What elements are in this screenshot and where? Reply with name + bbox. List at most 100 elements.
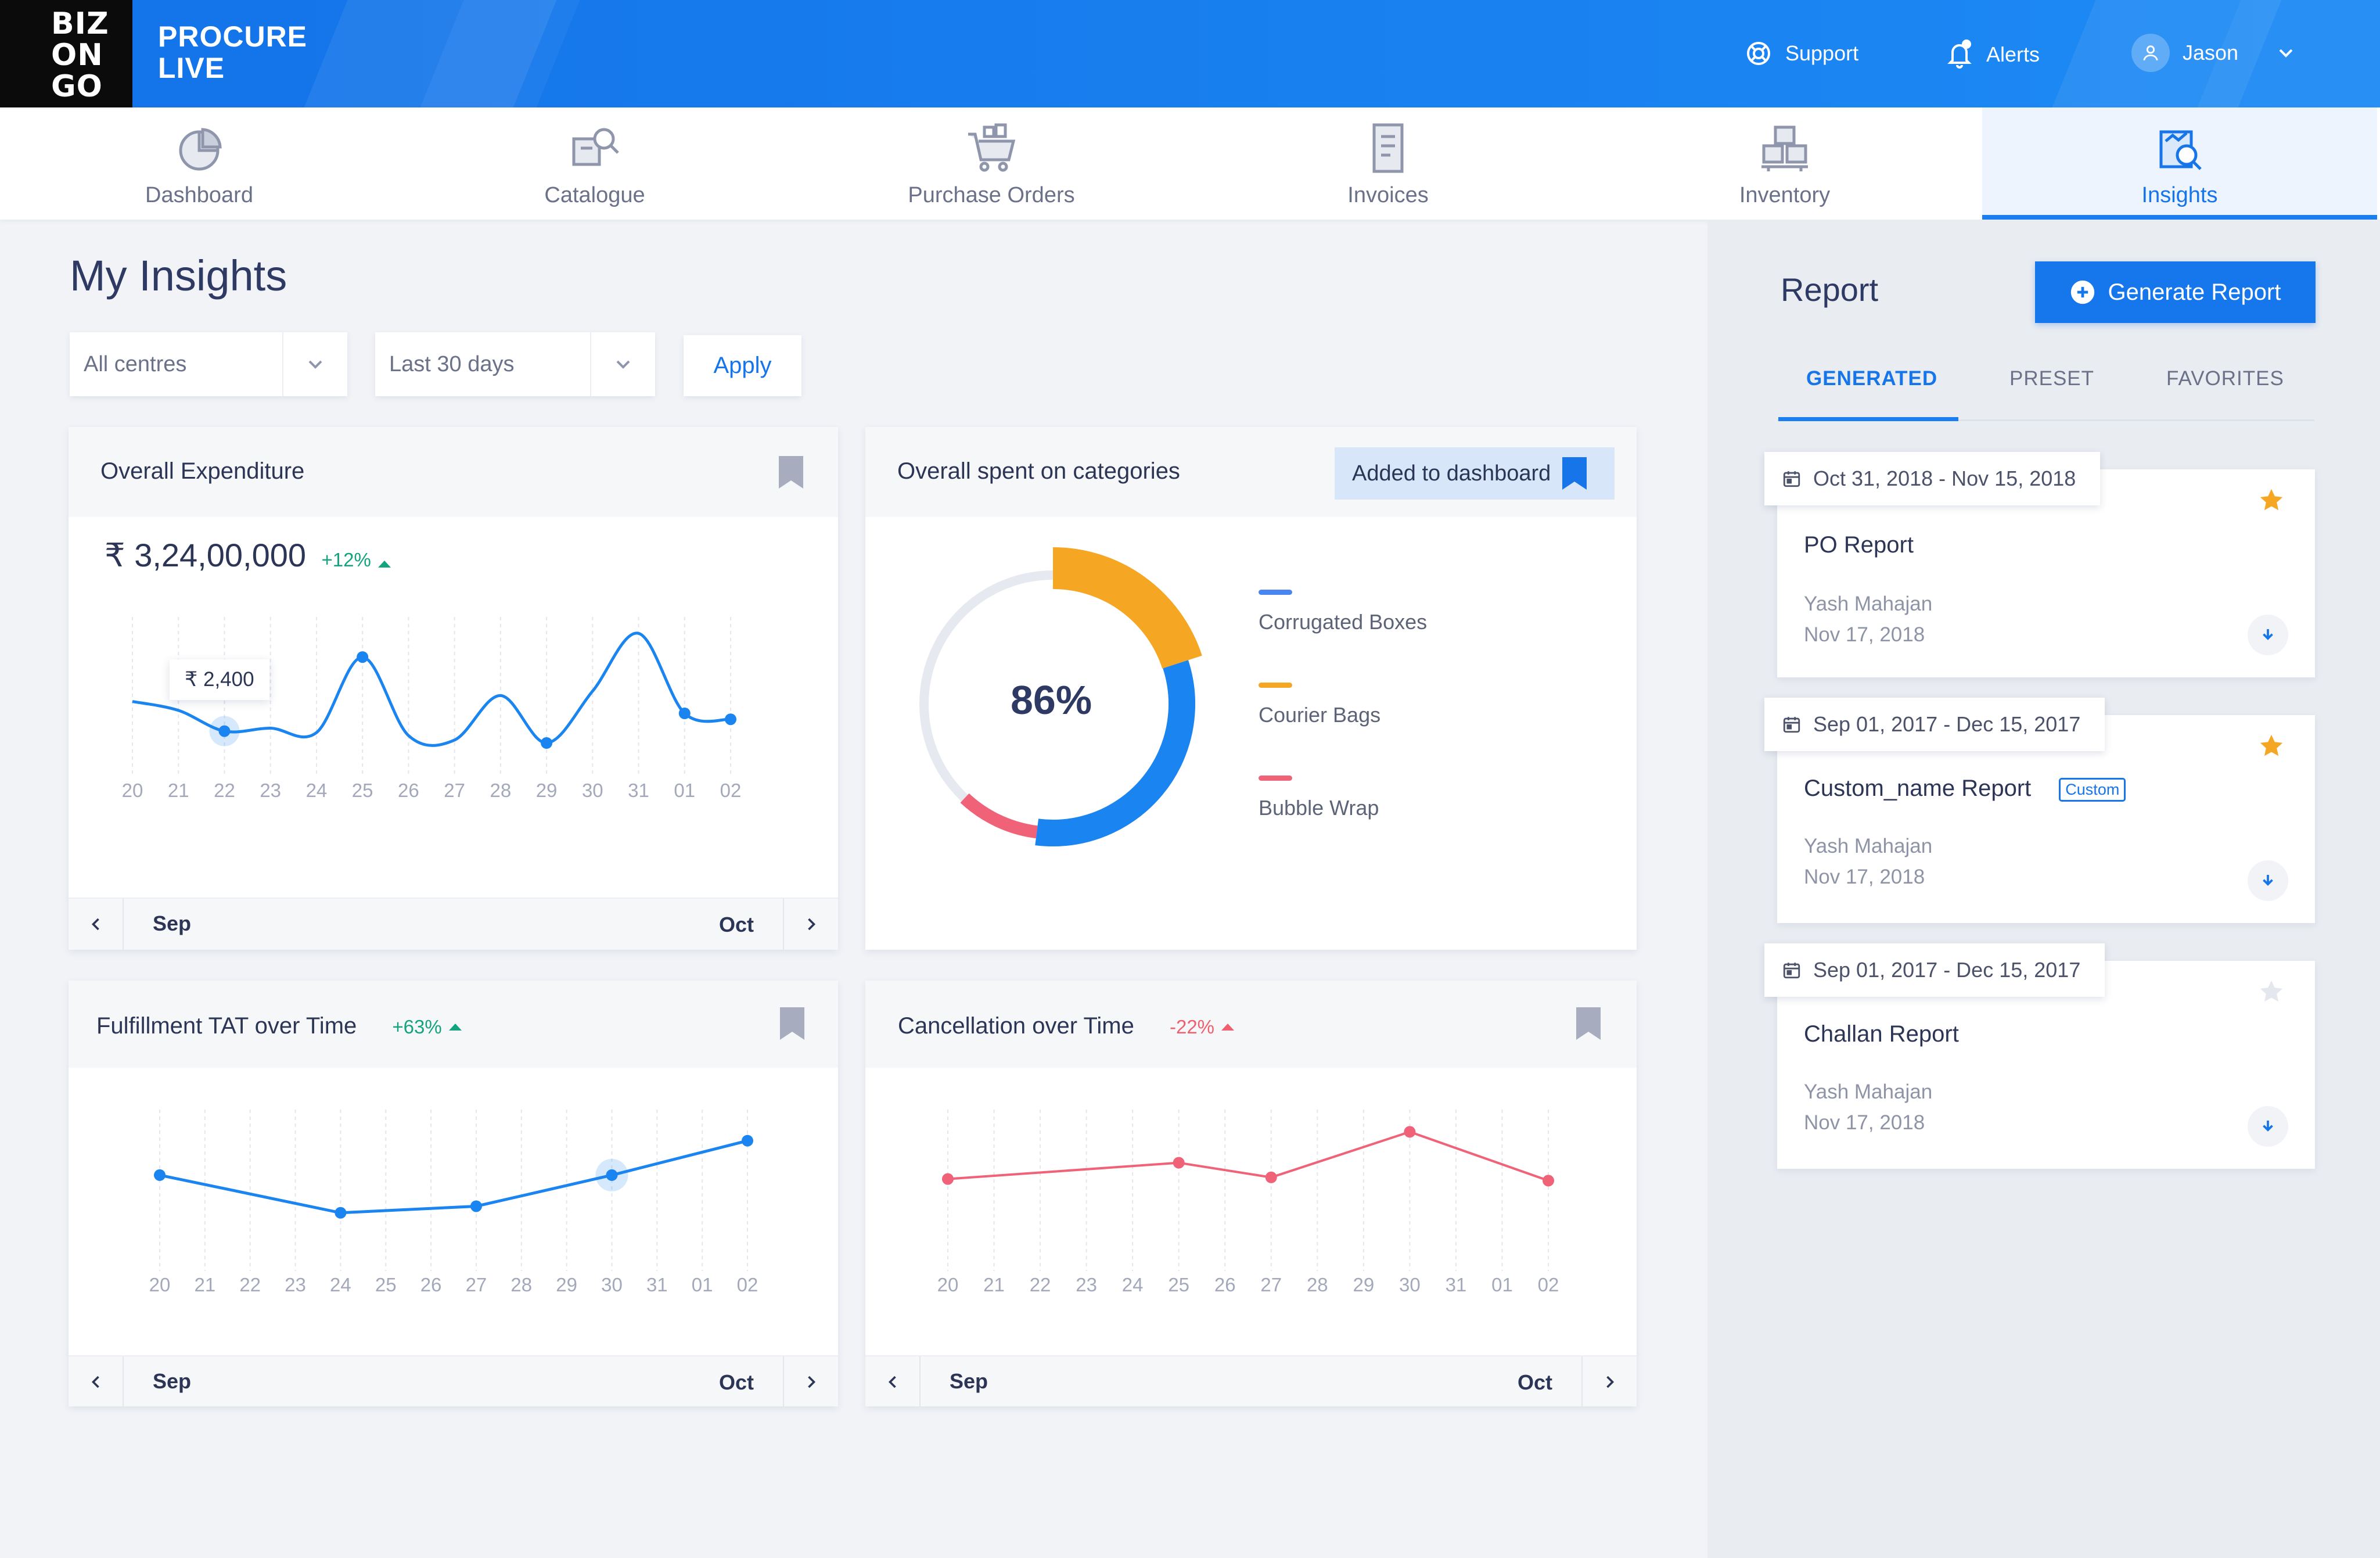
prev-button[interactable]	[69, 899, 124, 950]
tab-generated[interactable]: GENERATED	[1806, 367, 1938, 390]
bell-icon	[1947, 40, 1972, 69]
download-icon	[2263, 629, 2273, 640]
centre-select[interactable]: All centres	[70, 332, 347, 396]
data-point	[606, 1169, 618, 1181]
tick-label: 29	[556, 1274, 577, 1295]
card-footer: Sep Oct	[865, 1355, 1637, 1406]
alerts-link[interactable]: Alerts	[1946, 40, 2040, 70]
legend-swatch	[1259, 590, 1292, 595]
tick-label: 20	[149, 1274, 171, 1295]
brand-line: LIVE	[158, 52, 225, 84]
month-end: Oct	[1517, 1370, 1552, 1394]
report-card[interactable]: Sep 01, 2017 - Dec 15, 2017 Challan Repo…	[1764, 943, 2315, 1169]
chevron-left-icon	[91, 918, 99, 931]
tab-preset[interactable]: PRESET	[2009, 367, 2095, 390]
prev-button[interactable]	[865, 1356, 921, 1406]
report-author: Yash Mahajan	[1804, 835, 1933, 857]
data-point	[678, 708, 691, 719]
bookmark-icon[interactable]	[780, 1007, 804, 1040]
tick-label: 28	[1306, 1274, 1328, 1295]
added-to-dashboard-badge[interactable]: Added to dashboard	[1335, 447, 1615, 500]
tab-purchase-orders[interactable]: Purchase Orders	[794, 107, 1189, 220]
user-icon	[2143, 45, 2158, 61]
x-axis-labels: 20 21 22 23 24 25 26 27 28 29 30 31 01 02	[865, 1274, 1637, 1297]
x-axis-labels: 20 21 22 23 24 25 26 27 28 29 30 31 01 02	[69, 780, 838, 803]
data-point	[541, 737, 553, 749]
calendar-icon	[1783, 471, 1800, 487]
date-range-label: Oct 31, 2018 - Nov 15, 2018	[1813, 466, 2076, 490]
report-name: PO Report	[1804, 532, 1914, 558]
generate-report-button[interactable]: Generate Report	[2035, 261, 2316, 323]
card-footer: Sep Oct	[69, 898, 838, 950]
next-button[interactable]	[783, 899, 838, 950]
legend-label: Courier Bags	[1259, 703, 1381, 727]
data-point	[1265, 1171, 1277, 1183]
tick-label: 20	[121, 780, 143, 801]
download-icon	[2263, 1121, 2273, 1132]
main-navigation: Dashboard Catalogue Purchase Orders Invo…	[0, 107, 2380, 220]
bookmark-icon[interactable]	[779, 456, 803, 489]
report-created-date: Nov 17, 2018	[1804, 866, 1925, 888]
next-button[interactable]	[783, 1356, 838, 1406]
tick-label: 24	[330, 1274, 351, 1295]
star-outline-icon[interactable]	[2258, 978, 2285, 1005]
prev-button[interactable]	[69, 1356, 124, 1406]
invoice-icon	[1372, 123, 1404, 173]
series-line	[947, 1130, 1549, 1182]
report-created-date: Nov 17, 2018	[1804, 623, 1925, 646]
tick-label: 31	[628, 780, 649, 801]
calendar-icon	[1783, 717, 1800, 733]
tick-label: 24	[1121, 1274, 1144, 1295]
tick-label: 26	[420, 1274, 442, 1295]
tick-label: 31	[1445, 1274, 1467, 1295]
download-button[interactable]	[2248, 615, 2288, 655]
star-filled-icon[interactable]	[2258, 487, 2285, 514]
calendar-icon	[1783, 963, 1800, 979]
trend-down-icon	[1221, 1024, 1235, 1031]
card-title: Overall spent on categories	[897, 458, 1180, 484]
data-point	[335, 1207, 347, 1219]
download-button[interactable]	[2248, 860, 2288, 901]
support-link[interactable]: Support	[1745, 40, 1858, 67]
tab-catalogue[interactable]: Catalogue	[397, 107, 792, 220]
tick-label: 02	[736, 1274, 758, 1295]
chevron-right-icon	[807, 918, 815, 931]
tab-dashboard[interactable]: Dashboard	[2, 107, 397, 220]
generate-report-label: Generate Report	[2108, 279, 2281, 305]
tick-label: 27	[465, 1274, 487, 1295]
lifebuoy-icon	[1747, 42, 1770, 65]
tab-inventory[interactable]: Inventory	[1587, 107, 1982, 220]
logo-line: GO	[51, 69, 103, 104]
tick-label: 23	[285, 1274, 306, 1295]
tick-label: 21	[167, 780, 189, 801]
tick-label: 31	[646, 1274, 668, 1295]
support-label: Support	[1785, 41, 1859, 65]
tab-insights[interactable]: Insights	[1982, 107, 2377, 220]
next-button[interactable]	[1581, 1356, 1637, 1406]
tick-label: 25	[1168, 1274, 1190, 1295]
bookmark-filled-icon	[1562, 457, 1587, 490]
tick-label: 22	[214, 780, 235, 801]
data-point	[470, 1200, 482, 1212]
tick-label: 28	[510, 1274, 533, 1295]
tabs-divider	[1777, 419, 2314, 421]
download-button[interactable]	[2248, 1106, 2288, 1147]
tab-invoices[interactable]: Invoices	[1191, 107, 1586, 220]
expenditure-summary: ₹ 3,24,00,000 +12%	[105, 536, 391, 575]
bookmark-icon[interactable]	[1576, 1007, 1601, 1040]
tab-favorites[interactable]: FAVORITES	[2166, 367, 2284, 390]
tick-label: 02	[1537, 1274, 1559, 1295]
tab-label: Inventory	[1739, 183, 1831, 207]
report-card[interactable]: Oct 31, 2018 - Nov 15, 2018 PO Report Ya…	[1764, 452, 2315, 677]
apply-button[interactable]: Apply	[684, 335, 801, 396]
report-card[interactable]: Sep 01, 2017 - Dec 15, 2017 Custom_name …	[1764, 698, 2315, 923]
donut-slice	[1052, 547, 1202, 669]
tick-label: 27	[1260, 1274, 1282, 1295]
series-line	[159, 1139, 748, 1215]
data-point	[154, 1169, 166, 1181]
star-filled-icon[interactable]	[2258, 733, 2285, 759]
bizongo-logo[interactable]: BIZ ON GO	[0, 0, 132, 107]
period-select[interactable]: Last 30 days	[375, 332, 655, 396]
user-menu[interactable]: Jason	[2131, 34, 2298, 72]
tick-label: 21	[194, 1274, 216, 1295]
